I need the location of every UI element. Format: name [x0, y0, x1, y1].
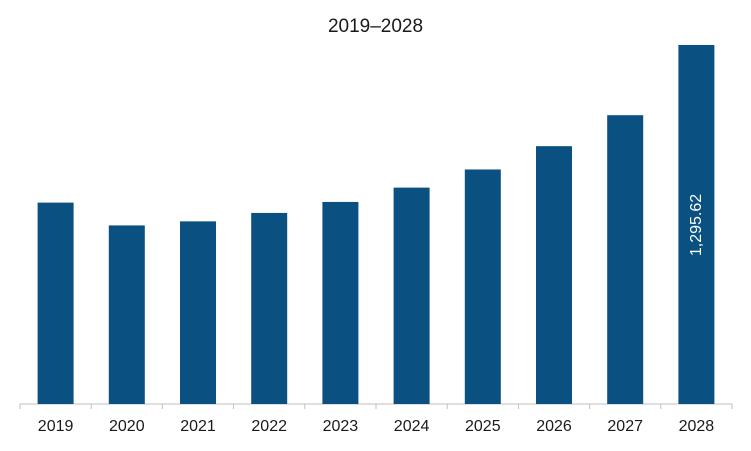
bar-2019 — [37, 202, 74, 404]
x-tick-label-2023: 2023 — [323, 418, 359, 435]
x-tick-label-2020: 2020 — [109, 418, 145, 435]
x-tick-label-2027: 2027 — [607, 418, 643, 435]
x-tick-label-2019: 2019 — [38, 418, 74, 435]
bar-2022 — [251, 212, 288, 404]
x-tick-label-2024: 2024 — [394, 418, 430, 435]
x-tick-label-2022: 2022 — [251, 418, 287, 435]
data-label-2028: 1,295.62 — [688, 194, 705, 256]
bar-2020 — [108, 225, 145, 404]
bar-2023 — [322, 201, 359, 404]
bar-2021 — [180, 221, 216, 404]
bar-2027 — [607, 115, 644, 405]
chart-title: 2019–2028 — [327, 16, 424, 37]
bar-2026 — [536, 146, 572, 404]
bar-2028 — [678, 45, 715, 404]
x-tick-label-2025: 2025 — [465, 418, 501, 435]
bar-2024 — [393, 187, 430, 404]
x-tick-label-2026: 2026 — [536, 418, 572, 435]
bar-2025 — [464, 169, 501, 404]
x-tick-label-2021: 2021 — [180, 418, 216, 435]
x-tick-label-2028: 2028 — [679, 418, 715, 435]
